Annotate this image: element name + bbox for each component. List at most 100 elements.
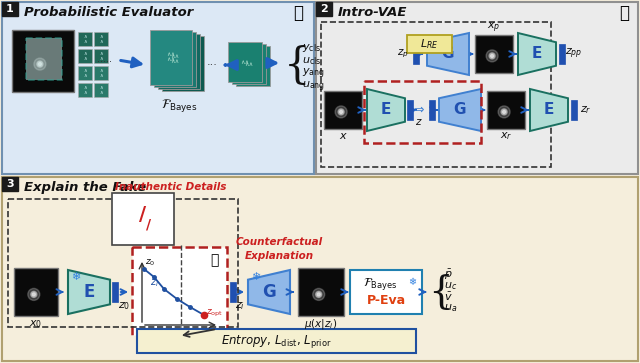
Text: ∧
∧: ∧ ∧ — [99, 85, 103, 95]
Text: E: E — [544, 102, 554, 118]
Text: $y_{\mathrm{cls}}$: $y_{\mathrm{cls}}$ — [302, 42, 321, 54]
Text: $u_{\mathrm{ang}}$: $u_{\mathrm{ang}}$ — [302, 80, 325, 94]
Text: ·····: ····· — [97, 57, 113, 67]
Text: ∧∧: ∧∧ — [241, 60, 250, 65]
FancyBboxPatch shape — [475, 35, 513, 73]
Text: E: E — [83, 283, 95, 301]
FancyBboxPatch shape — [413, 44, 419, 64]
Text: ∧
∧: ∧ ∧ — [83, 85, 87, 95]
Text: Inauthentic Details: Inauthentic Details — [115, 182, 227, 192]
FancyBboxPatch shape — [487, 91, 525, 129]
FancyBboxPatch shape — [94, 32, 108, 46]
Text: {: { — [428, 273, 452, 310]
FancyBboxPatch shape — [150, 30, 192, 85]
Text: $x_p$: $x_p$ — [487, 21, 500, 35]
Polygon shape — [439, 89, 481, 131]
Text: ∧
∧: ∧ ∧ — [83, 50, 87, 61]
Circle shape — [34, 58, 46, 70]
FancyBboxPatch shape — [571, 100, 577, 120]
Text: 1: 1 — [6, 4, 14, 14]
FancyBboxPatch shape — [298, 268, 344, 316]
Text: $\bar{v}$: $\bar{v}$ — [444, 291, 452, 303]
Text: ∧∧
∧∧: ∧∧ ∧∧ — [179, 58, 188, 68]
FancyBboxPatch shape — [158, 34, 200, 89]
Text: $x_r$: $x_r$ — [500, 130, 512, 142]
Text: $\mathcal{F}_{\mathrm{Bayes}}$: $\mathcal{F}_{\mathrm{Bayes}}$ — [161, 97, 197, 114]
Text: 2: 2 — [320, 4, 328, 14]
Text: $z$: $z$ — [415, 117, 423, 127]
Text: ❄: ❄ — [408, 277, 416, 287]
Text: /: / — [140, 205, 147, 224]
Text: ∧∧
∧∧: ∧∧ ∧∧ — [166, 52, 175, 62]
FancyBboxPatch shape — [78, 49, 92, 63]
Text: $u_a$: $u_a$ — [444, 302, 458, 314]
FancyBboxPatch shape — [230, 282, 236, 302]
Text: $x$: $x$ — [339, 131, 348, 141]
Text: $z_i$: $z_i$ — [235, 300, 245, 312]
Circle shape — [491, 54, 493, 57]
Text: 🔥: 🔥 — [293, 4, 303, 22]
Text: $z_p$: $z_p$ — [397, 48, 409, 60]
Text: ❄: ❄ — [252, 272, 260, 282]
Text: $z_0$: $z_0$ — [145, 258, 156, 268]
Text: ❄: ❄ — [71, 272, 81, 282]
Text: $z_{\mathrm{opt}}$: $z_{\mathrm{opt}}$ — [206, 307, 223, 319]
FancyBboxPatch shape — [316, 2, 332, 16]
FancyBboxPatch shape — [78, 66, 92, 80]
FancyBboxPatch shape — [137, 329, 416, 353]
Circle shape — [38, 62, 42, 66]
Circle shape — [31, 291, 36, 297]
Circle shape — [28, 288, 40, 301]
Polygon shape — [530, 89, 568, 131]
Text: Counterfactual
Explanation: Counterfactual Explanation — [236, 237, 323, 261]
Circle shape — [313, 288, 324, 301]
FancyBboxPatch shape — [94, 83, 108, 97]
Text: $x_0$: $x_0$ — [29, 318, 43, 330]
Text: $\mathcal{F}_{\mathrm{Bayes}}$: $\mathcal{F}_{\mathrm{Bayes}}$ — [363, 276, 397, 292]
Circle shape — [502, 110, 506, 113]
Text: ∧
∧: ∧ ∧ — [99, 34, 103, 44]
FancyBboxPatch shape — [112, 282, 118, 302]
Text: $u_{\mathrm{cls}}$: $u_{\mathrm{cls}}$ — [302, 55, 321, 67]
Circle shape — [501, 109, 507, 115]
Text: G: G — [454, 102, 467, 118]
Text: ∧∧
∧∧: ∧∧ ∧∧ — [170, 54, 180, 64]
Circle shape — [498, 106, 510, 118]
Circle shape — [486, 50, 498, 62]
Text: ∧∧
∧∧: ∧∧ ∧∧ — [174, 56, 184, 66]
FancyBboxPatch shape — [429, 100, 435, 120]
Text: 3: 3 — [6, 179, 14, 189]
Text: $\it{Entropy}$, $L_{\mathrm{dist}}$, $L_{\mathrm{prior}}$: $\it{Entropy}$, $L_{\mathrm{dist}}$, $L_… — [221, 333, 332, 350]
Text: $\mu(x|z_i)$: $\mu(x|z_i)$ — [305, 317, 338, 331]
FancyBboxPatch shape — [14, 268, 58, 316]
Text: Explain the Fake: Explain the Fake — [24, 180, 147, 193]
Circle shape — [335, 106, 347, 118]
Text: Intro-VAE: Intro-VAE — [338, 5, 408, 19]
Text: $L_{RE}$: $L_{RE}$ — [420, 37, 438, 51]
Text: G: G — [262, 283, 276, 301]
Text: $z_r$: $z_r$ — [580, 104, 592, 116]
Text: G: G — [442, 46, 454, 61]
FancyBboxPatch shape — [162, 36, 204, 91]
Circle shape — [32, 293, 35, 296]
FancyBboxPatch shape — [154, 32, 196, 87]
FancyBboxPatch shape — [324, 91, 362, 129]
Text: $\bar{p}$: $\bar{p}$ — [444, 268, 452, 282]
Text: E: E — [381, 102, 391, 118]
FancyBboxPatch shape — [228, 42, 262, 82]
Text: ···: ··· — [207, 60, 218, 70]
Text: $u_c$: $u_c$ — [444, 280, 457, 292]
Text: E: E — [532, 46, 542, 61]
Text: $z_i$: $z_i$ — [150, 277, 159, 289]
Circle shape — [338, 109, 344, 115]
Text: 🔥: 🔥 — [210, 253, 218, 267]
Circle shape — [489, 53, 495, 59]
Text: ∧
∧: ∧ ∧ — [99, 50, 103, 61]
FancyBboxPatch shape — [26, 38, 62, 80]
FancyBboxPatch shape — [350, 270, 422, 314]
FancyBboxPatch shape — [78, 83, 92, 97]
FancyBboxPatch shape — [2, 177, 18, 191]
FancyBboxPatch shape — [132, 247, 227, 335]
FancyBboxPatch shape — [94, 66, 108, 80]
FancyBboxPatch shape — [12, 30, 74, 92]
